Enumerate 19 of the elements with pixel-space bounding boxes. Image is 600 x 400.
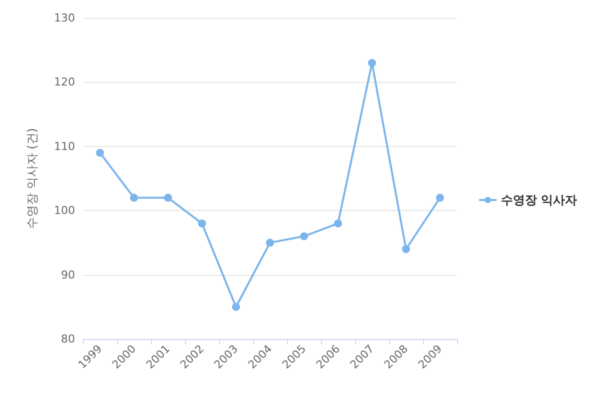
point [232,302,240,311]
y-tick-label: 100 [54,204,75,218]
y-tick-label: 120 [54,76,75,89]
point [402,245,410,254]
legend-label: 수영장 익사자 [500,193,578,207]
point [198,219,206,228]
point [436,194,444,202]
point [266,238,274,247]
y-axis-title: 수영장 익사자 (건) [25,128,39,229]
point [96,148,104,157]
y-tick-label: 90 [61,268,75,282]
point [164,194,172,202]
point [334,219,342,228]
y-tick-label: 130 [54,12,75,24]
y-tick-label: 80 [61,332,75,346]
point [130,194,138,202]
point [300,232,308,240]
y-tick-label: 110 [54,140,75,153]
point [368,58,376,67]
